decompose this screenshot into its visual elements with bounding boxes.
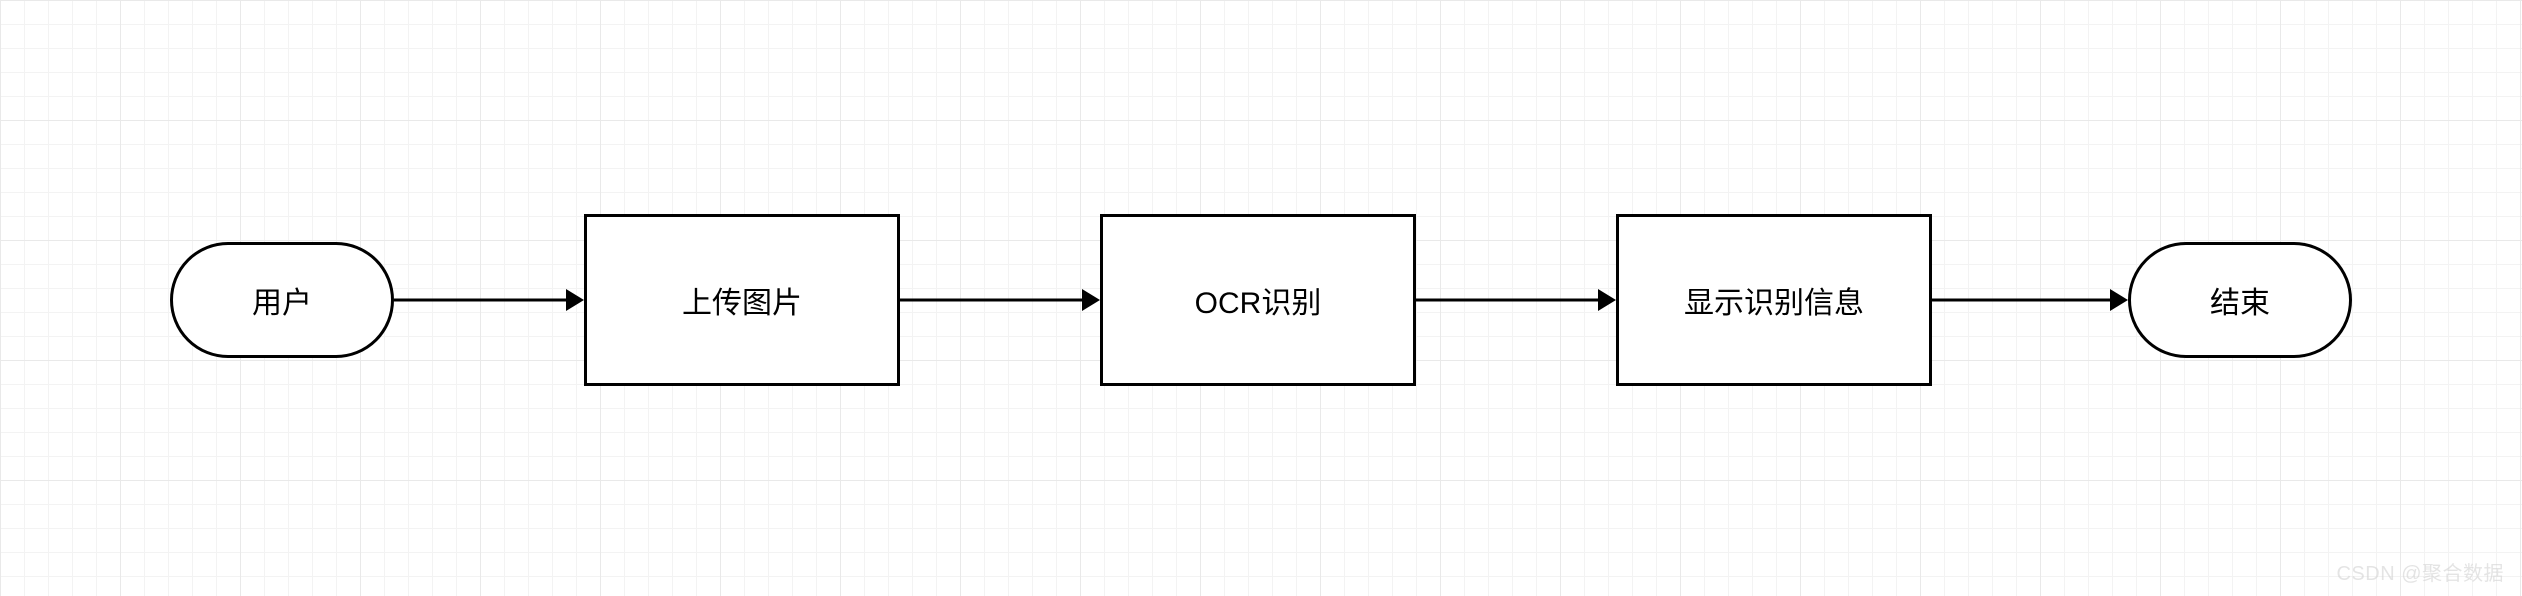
edge-line <box>1932 299 2112 302</box>
flowchart-canvas: CSDN @聚合数据 用户 上传图片 OCR识别 显示识别信息 结束 <box>0 0 2522 596</box>
node-label: OCR识别 <box>1195 278 1322 322</box>
node-n4: 显示识别信息 <box>1616 214 1932 386</box>
edge-line <box>394 299 568 302</box>
edge-line <box>1416 299 1600 302</box>
arrowhead-icon <box>1598 289 1616 311</box>
edge-n1-n2 <box>394 282 584 318</box>
edge-n2-n3 <box>900 282 1100 318</box>
edge-n3-n4 <box>1416 282 1616 318</box>
node-label: 结束 <box>2210 278 2270 322</box>
node-label: 用户 <box>252 278 312 322</box>
node-n1: 用户 <box>170 242 394 358</box>
arrowhead-icon <box>2110 289 2128 311</box>
node-n3: OCR识别 <box>1100 214 1416 386</box>
node-label: 上传图片 <box>682 278 802 322</box>
node-n5: 结束 <box>2128 242 2352 358</box>
node-n2: 上传图片 <box>584 214 900 386</box>
edge-n4-n5 <box>1932 282 2128 318</box>
edge-line <box>900 299 1084 302</box>
watermark-text: CSDN @聚合数据 <box>2336 557 2504 586</box>
node-label: 显示识别信息 <box>1684 278 1864 322</box>
arrowhead-icon <box>566 289 584 311</box>
arrowhead-icon <box>1082 289 1100 311</box>
